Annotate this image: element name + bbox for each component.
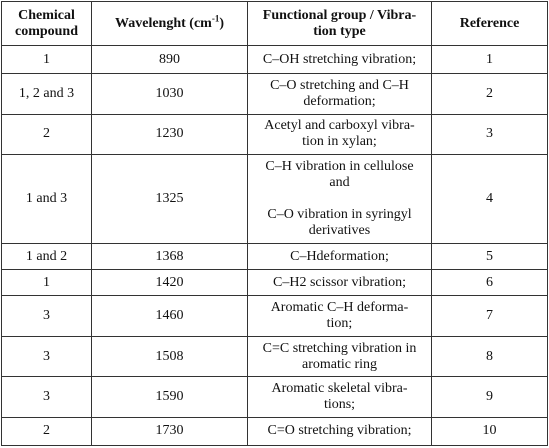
table-body: 1 890 C–OH stretching vibration; 1 1, 2 and … <box>1 44 548 447</box>
header-row: Chemical compound Wavelenght (cm-1) Func… <box>1 1 548 46</box>
table-row: 1 890 C–OH stretching vibration; 1 <box>1 44 548 75</box>
cell-compound: 1 <box>1 269 92 297</box>
header-chemical-line2: compound <box>14 23 79 39</box>
functional-group-line: Aromatic skeletal vibra- <box>271 380 408 396</box>
table-row: 1 and 2 1368 C–Hdeformation; 5 <box>1 242 548 271</box>
functional-group-line: derivatives <box>308 223 371 238</box>
functional-group-line: Acetyl and carboxyl vibra- <box>264 118 415 134</box>
header-wavelength-text: Wavelenght (cm <box>115 15 212 31</box>
table-row: 1, 2 and 3 1030 C–O stretching and C–H defo… <box>1 73 548 115</box>
header-reference: Reference <box>431 1 548 46</box>
functional-group-line: aromatic ring <box>301 356 378 372</box>
cell-compound: 3 <box>1 376 92 418</box>
table-row: 1 and 3 1325 C–H vibration in cellulose and… <box>1 154 548 244</box>
cell-reference: 8 <box>431 335 548 378</box>
cell-functional-group: C=O stretching vibration; <box>247 416 432 447</box>
header-functional-group: Functional group / Vibra- tion type <box>247 1 432 46</box>
cell-wavelength: 1590 <box>91 376 248 418</box>
functional-group-line: C–Hdeformation; <box>290 248 389 264</box>
cell-compound: 1 <box>1 44 92 75</box>
functional-group-line: Aromatic C–H deforma- <box>270 300 409 316</box>
cell-compound: 1, 2 and 3 <box>1 73 92 115</box>
functional-group-line: C–OH stretching vibration; <box>262 51 417 67</box>
cell-compound: 3 <box>1 335 92 378</box>
cell-reference: 6 <box>431 269 548 297</box>
functional-group-line: C–H2 scissor vibration; <box>273 274 406 290</box>
cell-reference: 5 <box>431 242 548 271</box>
cell-reference: 2 <box>431 73 548 115</box>
functional-group-line: C=C stretching vibration in <box>262 340 417 356</box>
functional-group-line: tion in xylan; <box>302 134 377 150</box>
cell-functional-group: C–H vibration in cellulose and C–O vibrati… <box>247 154 432 244</box>
functional-group-line <box>254 191 425 207</box>
header-wavelength-unit-sup: -1 <box>211 12 220 23</box>
cell-wavelength: 890 <box>91 44 248 75</box>
header-wavelength: Wavelenght (cm-1) <box>91 1 248 46</box>
cell-wavelength: 1730 <box>91 416 248 447</box>
cell-compound: 1 and 2 <box>1 242 92 271</box>
table-row: 1 1420 C–H2 scissor vibration; 6 <box>1 269 548 297</box>
table-row: 2 1230 Acetyl and carboxyl vibra-tion in x… <box>1 113 548 156</box>
cell-wavelength: 1368 <box>91 242 248 271</box>
cell-functional-group: Acetyl and carboxyl vibra-tion in xylan; <box>247 113 432 156</box>
cell-functional-group: C–OH stretching vibration; <box>247 44 432 75</box>
cell-functional-group: C–H2 scissor vibration; <box>247 269 432 297</box>
header-functional-line1: Functional group / Vibra- <box>262 7 417 23</box>
cell-functional-group: C=C stretching vibration in aromatic ring <box>247 335 432 378</box>
header-chemical-compound: Chemical compound <box>1 1 92 46</box>
cell-compound: 2 <box>1 416 92 447</box>
functional-group-line: tion; <box>326 316 353 332</box>
functional-group-line: C–O vibration in syringyl <box>267 207 412 222</box>
cell-wavelength: 1508 <box>91 335 248 378</box>
table-row: 3 1590 Aromatic skeletal vibra-tions; 9 <box>1 376 548 418</box>
cell-compound: 1 and 3 <box>1 154 92 244</box>
functional-group-line: and <box>329 175 350 190</box>
cell-reference: 9 <box>431 376 548 418</box>
cell-reference: 10 <box>431 416 548 447</box>
cell-functional-group: C–Hdeformation; <box>247 242 432 271</box>
header-chemical-line1: Chemical <box>18 7 75 23</box>
cell-reference: 4 <box>431 154 548 244</box>
cell-reference: 3 <box>431 113 548 156</box>
table-row: 3 1508 C=C stretching vibration in aromatic… <box>1 335 548 378</box>
cell-functional-group: C–O stretching and C–H deformation; <box>247 73 432 115</box>
functional-group-line: C=O stretching vibration; <box>267 423 412 439</box>
header-functional-line2: tion type <box>313 23 366 39</box>
cell-functional-group: Aromatic skeletal vibra-tions; <box>247 376 432 418</box>
table-row: 2 1730 C=O stretching vibration; 10 <box>1 416 548 447</box>
functional-group-line: deformation; <box>303 93 376 109</box>
cell-wavelength: 1030 <box>91 73 248 115</box>
cell-functional-group: Aromatic C–H deforma-tion; <box>247 295 432 337</box>
functional-group-line: C–H vibration in cellulose <box>265 159 414 174</box>
cell-wavelength: 1325 <box>91 154 248 244</box>
cell-wavelength: 1460 <box>91 295 248 337</box>
functional-group-line: tions; <box>323 396 356 412</box>
table-row: 3 1460 Aromatic C–H deforma-tion; 7 <box>1 295 548 337</box>
functional-group-line: C–O stretching and C–H <box>270 77 409 93</box>
header-wavelength-close: ) <box>219 15 224 31</box>
cell-wavelength: 1420 <box>91 269 248 297</box>
cell-reference: 7 <box>431 295 548 337</box>
cell-reference: 1 <box>431 44 548 75</box>
cell-wavelength: 1230 <box>91 113 248 156</box>
cell-compound: 2 <box>1 113 92 156</box>
cell-compound: 3 <box>1 295 92 337</box>
